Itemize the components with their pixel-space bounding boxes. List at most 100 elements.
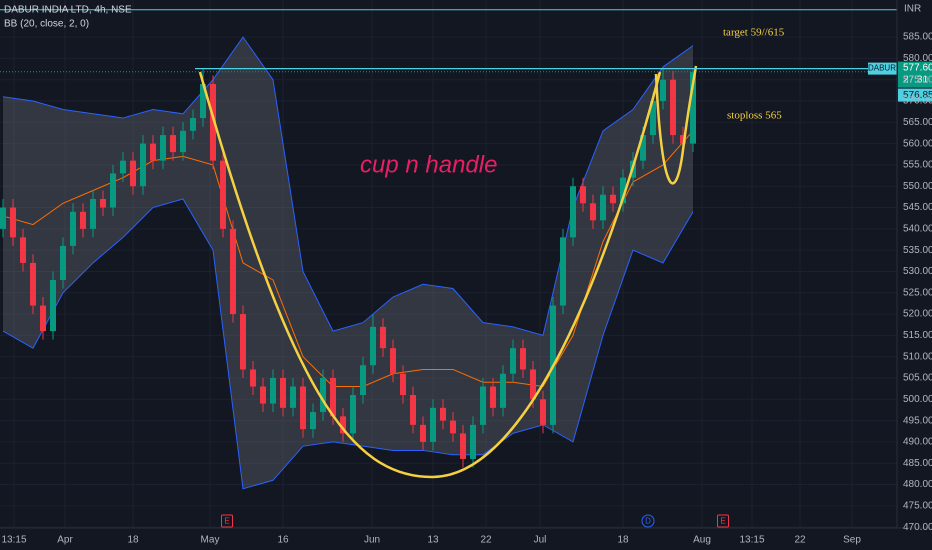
y-tick-label: 520.00 [903,309,932,320]
grid [0,0,897,528]
y-tick-label: 470.00 [903,522,932,533]
candle-body [340,416,346,434]
candle-body [470,424,476,459]
y-tick-label: 540.00 [903,223,932,234]
candle-body [160,135,166,161]
candle-body [20,237,26,263]
x-tick-label: 13:15 [739,535,764,546]
y-tick-label: 555.00 [903,160,932,171]
indicator-label: BB (20, close, 2, 0) [4,19,89,30]
y-tick-label: 570.00 [903,96,932,107]
handle-curve [654,65,698,185]
candle-body [430,407,436,442]
last-price-label: 576.85 [903,90,932,101]
candle-body [170,135,176,153]
candle-body [500,373,506,408]
candle-body [680,135,686,144]
x-tick-label: 18 [127,535,139,546]
cup-curve [198,71,662,479]
candle-body [440,407,446,421]
x-tick-label: Apr [57,535,73,546]
candle-body [420,424,426,442]
countdown: 27:31 [903,74,928,85]
candle-body [320,377,326,413]
y-tick-label: 485.00 [903,458,932,469]
x-tick-label: Jul [534,535,547,546]
candle-body [280,377,286,408]
y-tick-label: 480.00 [903,479,932,490]
x-tick-label: Sep [843,535,861,546]
candle-body [150,143,156,161]
bb-lower [2,198,694,490]
candle-body [270,377,276,404]
x-tick-label: Aug [693,535,711,546]
y-tick-label: 535.00 [903,245,932,256]
candle-body [110,173,116,208]
candle-body [380,326,386,349]
candle-body [540,399,546,425]
y-tick-label: 565.00 [903,117,932,128]
candle-body [490,386,496,408]
y-tick-label: 575.00 [903,74,932,85]
y-tick-label: 545.00 [903,202,932,213]
candle-body [10,207,16,238]
target-note: target 59//615 [723,27,785,39]
candle-body [180,130,186,153]
candle-body [50,279,56,332]
candle-body [240,314,246,370]
y-tick-label: 505.00 [903,373,932,384]
candle-body [410,395,416,425]
chart-title: DABUR INDIA LTD, 4h, NSE [4,5,132,16]
candle-body [190,118,196,131]
candle-body [40,305,46,332]
candle-body [660,79,666,101]
event-marker [717,514,729,528]
candle-body [690,71,696,144]
y-tick-label: 510.00 [903,351,932,362]
event-marker [641,514,655,528]
candle-body [260,386,266,404]
candle-body [610,194,616,204]
candle-body [250,369,256,387]
y-tick-label: 530.00 [903,266,932,277]
candle-body [520,348,526,370]
candle-body [300,386,306,430]
candle-body [30,262,36,306]
candle-body [360,365,366,396]
x-tick-label: May [201,535,220,546]
candle-body [80,211,86,229]
candle-body [530,369,536,400]
candle-body [210,83,216,161]
x-tick-label: 22 [794,535,806,546]
y-tick-label: 515.00 [903,330,932,341]
candle-body [620,177,626,204]
candle-body [120,160,126,174]
candle-body [460,433,466,459]
event-marker [221,514,233,528]
candle-body [0,207,6,229]
candle-body [580,186,586,204]
y-tick-label: 560.00 [903,138,932,149]
candle-body [350,395,356,434]
candle-body [130,160,136,187]
candle-body [70,211,76,246]
y-tick-label: 495.00 [903,415,932,426]
candle-body [390,348,396,374]
x-tick-label: Jun [364,535,380,546]
candle-body [310,412,316,430]
candle-body [590,203,596,221]
candle-body [60,245,66,280]
x-tick-label: 13 [427,535,439,546]
bb-basis [2,130,694,388]
candle-body [400,373,406,396]
level-label: 577.60 [903,62,932,73]
candle-body [330,377,336,417]
x-tick-label: 22 [480,535,492,546]
x-tick-label: 18 [617,535,629,546]
candle-body [290,386,296,408]
y-tick-label: 490.00 [903,437,932,448]
candle-body [200,83,206,119]
price-badge [898,61,932,88]
y-tick-label: 475.00 [903,500,932,511]
